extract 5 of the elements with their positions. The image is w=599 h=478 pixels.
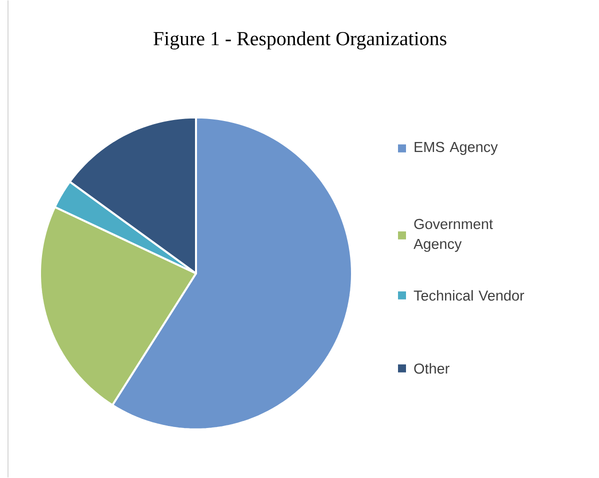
chart-title: Figure 1 - Respondent Organizations: [154, 31, 446, 50]
legend-label: EMS Agency: [414, 142, 498, 156]
legend-label: Technical Vendor: [414, 290, 524, 301]
legend-label: Other: [414, 363, 450, 374]
legend-label: Government Agency: [414, 218, 493, 252]
